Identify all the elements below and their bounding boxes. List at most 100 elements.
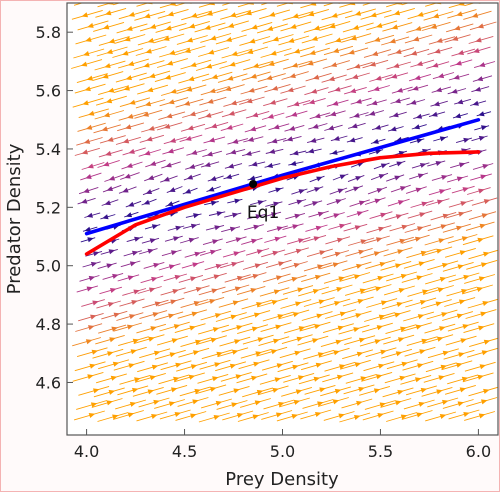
streamline-arrow	[159, 409, 191, 420]
streamline-arrow	[195, 61, 227, 71]
streamline-arrow	[327, 85, 352, 94]
streamline-arrow	[426, 309, 458, 320]
y-tick-label: 5.4	[36, 140, 61, 159]
streamline-arrow	[448, 73, 470, 81]
y-axis-title: Predator Density	[4, 143, 25, 294]
streamline-arrow	[407, 287, 439, 297]
streamline-arrow	[265, 148, 284, 154]
streamline-arrow	[216, 84, 245, 94]
streamline-arrow	[140, 275, 164, 284]
streamline-arrow	[242, 334, 274, 345]
streamline-arrow	[217, 20, 249, 31]
streamline-arrow	[262, 211, 282, 218]
streamline-arrow	[204, 262, 229, 271]
streamline-arrow	[219, 336, 251, 347]
streamline-arrow	[223, 173, 240, 180]
streamline-arrow	[194, 22, 226, 33]
streamline-arrow	[373, 162, 390, 170]
streamline-arrow	[344, 286, 376, 296]
y-tick-label: 5.8	[36, 23, 61, 42]
streamline-arrow	[360, 9, 392, 20]
streamline-arrow	[223, 98, 250, 107]
streamline-arrow	[468, 35, 494, 44]
streamline-arrow	[464, 361, 496, 372]
streamline-arrow	[427, 222, 455, 232]
streamline-arrow	[208, 211, 226, 217]
streamline-arrow	[447, 321, 479, 332]
streamline-arrow	[282, 135, 302, 142]
streamline-arrow	[431, 174, 453, 181]
streamline-arrow	[408, 73, 432, 82]
streamline-arrow	[166, 186, 183, 194]
streamline-arrow	[366, 298, 398, 308]
streamline-arrow	[120, 260, 141, 268]
streamline-arrow	[98, 85, 130, 96]
streamline-arrow	[258, 58, 289, 69]
streamline-arrow	[406, 99, 426, 106]
streamline-arrow	[349, 199, 370, 207]
streamline-arrow	[176, 361, 208, 372]
streamline-arrow	[93, 387, 125, 398]
streamline-arrow	[98, 149, 123, 158]
streamline-arrow	[298, 8, 330, 19]
streamline-arrow	[421, 21, 451, 31]
streamline-arrow	[268, 123, 290, 131]
streamline-arrow	[444, 34, 471, 43]
streamline-arrow	[158, 263, 181, 271]
streamline-arrow	[258, 336, 290, 347]
streamline-arrow	[444, 384, 476, 395]
streamline-arrow	[176, 84, 207, 94]
streamline-arrow	[174, 323, 206, 334]
equilibrium-label: Eq1	[247, 203, 279, 223]
streamline-arrow	[346, 61, 373, 71]
y-tick-label: 5.0	[36, 257, 61, 276]
streamline-arrow	[116, 23, 148, 34]
streamline-arrow	[200, 161, 220, 168]
streamline-arrow	[207, 175, 224, 182]
streamline-arrow	[406, 248, 437, 259]
streamline-arrow	[289, 150, 307, 156]
streamline-arrow	[465, 309, 497, 319]
streamline-arrow	[366, 225, 392, 234]
streamline-arrow	[117, 122, 145, 132]
streamline-arrow	[137, 84, 169, 95]
streamline-arrow	[156, 335, 188, 346]
streamline-arrow	[74, 147, 100, 156]
streamline-arrow	[286, 236, 311, 245]
streamline-arrow	[285, 110, 308, 118]
streamline-arrow	[360, 249, 389, 259]
streamline-arrow	[95, 95, 127, 106]
streamline-arrow	[281, 386, 313, 397]
streamline-arrow	[175, 98, 204, 108]
streamline-arrow	[97, 262, 117, 270]
streamline-arrow	[220, 371, 252, 382]
streamline-arrow	[405, 186, 427, 194]
streamline-arrow	[303, 262, 332, 272]
streamline-arrow	[424, 236, 454, 246]
streamline-arrow	[142, 187, 160, 196]
streamline-arrow	[341, 398, 373, 409]
streamline-arrow	[201, 71, 233, 82]
streamline-arrow	[198, 412, 230, 423]
streamline-arrow	[403, 399, 435, 410]
streamline-arrow	[432, 72, 455, 80]
streamline-arrow	[237, 412, 269, 422]
streamline-arrow	[282, 60, 312, 70]
streamline-arrow	[325, 236, 351, 245]
streamline-arrow	[287, 99, 311, 108]
streamline-arrow	[182, 109, 209, 118]
streamline-arrow	[362, 273, 394, 284]
streamline-arrow	[406, 23, 436, 34]
streamline-arrow	[261, 360, 293, 371]
streamline-arrow	[317, 397, 349, 407]
streamline-arrow	[98, 36, 130, 46]
streamline-arrow	[73, 410, 105, 421]
streamline-arrow	[144, 173, 163, 182]
streamline-arrow	[206, 186, 221, 193]
streamline-arrow	[471, 86, 490, 93]
streamline-arrow	[204, 121, 229, 130]
streamline-arrow	[95, 334, 125, 345]
streamline-arrow	[113, 322, 143, 332]
streamline-arrow	[467, 298, 498, 309]
streamline-arrow	[260, 322, 292, 333]
